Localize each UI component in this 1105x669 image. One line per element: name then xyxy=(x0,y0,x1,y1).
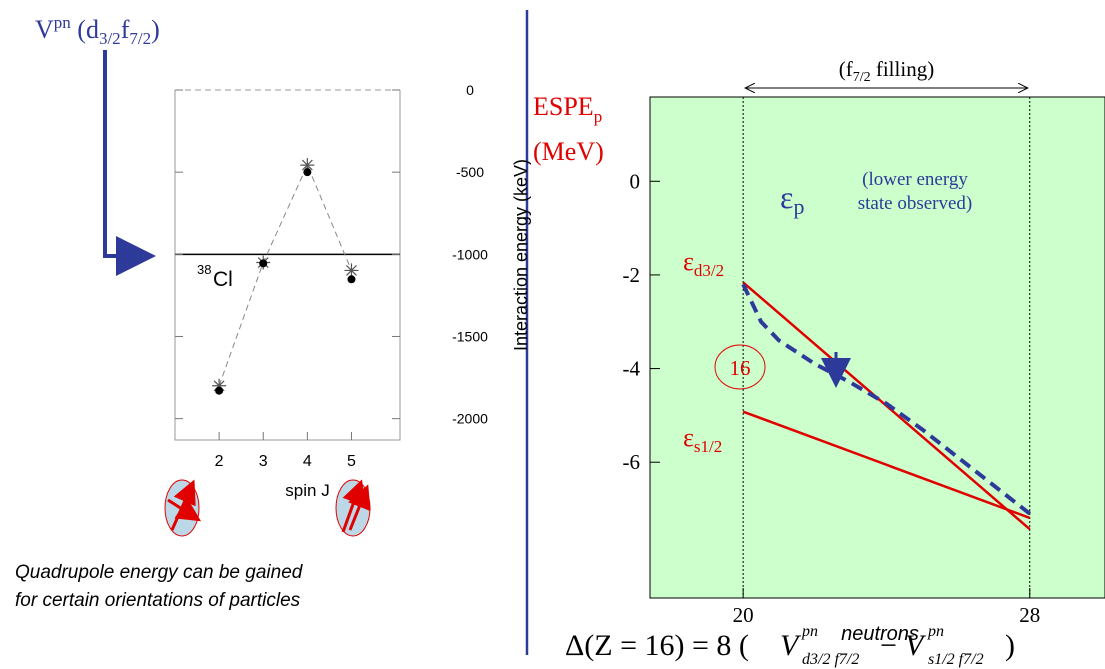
y-axis-label-sub: p xyxy=(594,107,603,126)
heading-sub: 3/2 xyxy=(99,29,121,48)
y-tick-label: -1000 xyxy=(452,246,488,262)
x-axis-label: neutrons xyxy=(841,623,919,645)
series-label-sub: d3/2 xyxy=(694,261,724,280)
series-line xyxy=(741,283,1031,516)
y-tick-label: 0 xyxy=(630,169,641,193)
x-tick-label: 20 xyxy=(733,603,754,627)
series-label-symbol: ε xyxy=(683,247,694,276)
x-tick-label: 4 xyxy=(303,453,312,470)
y-tick-label: -1500 xyxy=(452,328,488,344)
heading-sub: 7/2 xyxy=(129,29,151,48)
filling-open: (f xyxy=(839,57,853,81)
y-tick-label: -500 xyxy=(456,164,484,180)
plot-area xyxy=(649,96,1105,599)
formula-sup: pn xyxy=(801,623,818,640)
formula-lhs: Δ(Z = 16) = 8 ( xyxy=(565,629,749,662)
heading-mid: f xyxy=(121,15,130,44)
trend-line xyxy=(218,163,352,386)
x-tick-label: 2 xyxy=(215,453,224,470)
x-tick-label: 5 xyxy=(347,453,356,470)
formula-sup: pn xyxy=(927,623,944,640)
y-tick-label: -2000 xyxy=(452,411,488,427)
orbit-icon xyxy=(164,479,371,537)
heading-open: (d xyxy=(71,15,99,44)
x-axis-label: spin J xyxy=(285,481,329,500)
formula-close: ) xyxy=(1005,629,1015,662)
series-note: (lower energy xyxy=(862,169,968,190)
dot-point xyxy=(259,259,268,268)
formula-minus: − xyxy=(880,629,897,662)
series-note: state observed) xyxy=(858,193,972,214)
formula-v: V xyxy=(905,629,927,662)
espe-chart: 0-2-4-620 28(f7/2 filling)neutronsESPEp(M… xyxy=(533,57,1105,645)
x-tick-label: 28 xyxy=(1019,603,1040,627)
plot-frame xyxy=(174,90,401,441)
heading: Vpn (d3/2f7/2) xyxy=(35,13,160,48)
formula-v: V xyxy=(780,629,802,662)
pointer-arrow xyxy=(103,50,156,276)
series-line xyxy=(742,410,1031,520)
formula-sub: d3/2 f7/2 xyxy=(802,651,859,668)
interaction-chart: 0 -500 -1000 -1500 -2000 2 3 4 5 spin J Interactio… xyxy=(174,82,531,500)
filling-label: (f7/2 filling) xyxy=(839,57,934,85)
formula-sub: s1/2 f7/2 xyxy=(928,651,984,668)
filling-sub: 7/2 xyxy=(853,70,871,85)
caption: Quadrupole energy can be gained xyxy=(15,562,304,583)
y-tick-label: -2 xyxy=(623,263,641,287)
y-axis-label-base: ESPE xyxy=(533,92,594,121)
series-label: εd3/2 xyxy=(683,247,724,280)
circled-label: 16 xyxy=(730,356,751,380)
y-tick-label: -4 xyxy=(623,357,641,381)
heading-close: ) xyxy=(151,15,160,44)
y-axis-unit: (MeV) xyxy=(533,137,604,166)
series-label-sub: p xyxy=(793,194,804,219)
dot-point xyxy=(215,386,224,395)
y-tick-label: -6 xyxy=(623,450,641,474)
heading-sup: pn xyxy=(54,13,72,32)
star-point xyxy=(212,378,227,393)
star-point xyxy=(344,263,359,278)
series-label: εs1/2 xyxy=(683,423,722,456)
dot-point xyxy=(303,168,312,177)
y-axis-label: ESPEp xyxy=(533,92,602,126)
star-point xyxy=(300,158,315,173)
series-label-sub: s1/2 xyxy=(694,437,722,456)
y-axis-label: Interaction energy (keV) xyxy=(511,159,531,351)
circle-highlight xyxy=(714,344,766,390)
heading-base: V xyxy=(35,15,54,44)
annotation: Cl xyxy=(213,268,233,291)
filling-close: filling) xyxy=(871,57,935,81)
y-tick-label: 0 xyxy=(466,82,474,98)
annotation-sup: 38 xyxy=(197,262,211,277)
caption: for certain orientations of particles xyxy=(15,590,301,611)
dot-point xyxy=(347,275,356,284)
formula: Δ(Z = 16) = 8 ( V pn d3/2 f7/2 − V pn s1… xyxy=(565,623,1015,668)
x-tick-label: 3 xyxy=(259,453,268,470)
series-label-symbol: ε xyxy=(780,179,793,215)
series-label: εp xyxy=(780,179,804,219)
series-label-symbol: ε xyxy=(683,423,694,452)
